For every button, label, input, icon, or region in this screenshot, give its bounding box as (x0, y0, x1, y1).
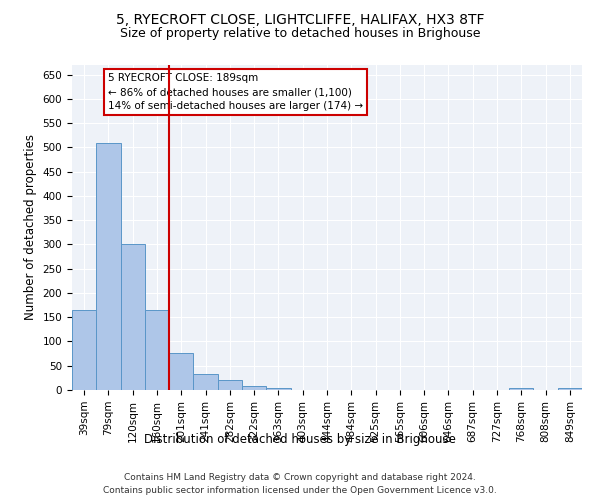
Bar (193, 374, 218, 390)
Bar (121, 244, 145, 390)
Text: Distribution of detached houses by size in Brighouse: Distribution of detached houses by size … (144, 432, 456, 446)
Text: 5, RYECROFT CLOSE, LIGHTCLIFFE, HALIFAX, HX3 8TF: 5, RYECROFT CLOSE, LIGHTCLIFFE, HALIFAX,… (116, 12, 484, 26)
Bar (558, 388, 582, 390)
Text: Contains HM Land Registry data © Crown copyright and database right 2024.
Contai: Contains HM Land Registry data © Crown c… (103, 473, 497, 495)
Bar (509, 388, 533, 390)
Bar (96, 142, 121, 390)
Text: 5 RYECROFT CLOSE: 189sqm
← 86% of detached houses are smaller (1,100)
14% of sem: 5 RYECROFT CLOSE: 189sqm ← 86% of detach… (108, 73, 363, 111)
Bar (218, 380, 242, 390)
Bar (242, 386, 266, 390)
Y-axis label: Number of detached properties: Number of detached properties (24, 134, 37, 320)
Text: Size of property relative to detached houses in Brighouse: Size of property relative to detached ho… (120, 28, 480, 40)
Bar (266, 388, 290, 390)
Bar (145, 310, 169, 390)
Bar (72, 310, 96, 390)
Bar (169, 353, 193, 390)
